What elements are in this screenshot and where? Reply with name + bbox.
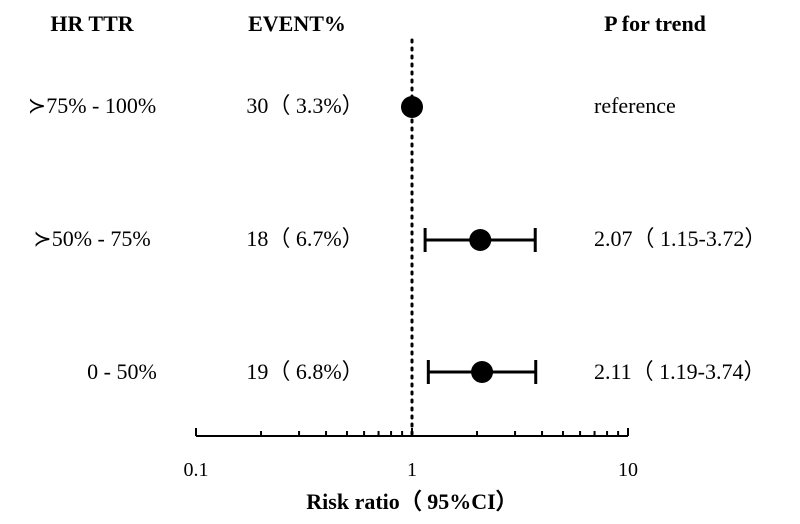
row-group-label: ≻50% - 75%: [33, 226, 150, 251]
header-p-for-trend: P for trend: [604, 11, 706, 36]
point-estimate: [471, 361, 494, 383]
header-group: HR TTR: [50, 11, 134, 36]
row-result-label: 2.07（ 1.15-3.72）: [594, 226, 766, 251]
row-group-label: ≻75% - 100%: [28, 93, 156, 118]
x-tick-label: 10: [618, 459, 638, 481]
point-estimate: [469, 229, 492, 251]
row-event-label: 19（ 6.8%）: [246, 359, 363, 384]
row-event-label: 18（ 6.7%）: [246, 226, 363, 251]
x-axis-title: Risk ratio（ 95%CI）: [306, 489, 517, 514]
row-result-label: reference: [594, 93, 676, 118]
point-estimate: [401, 96, 423, 118]
row-event-label: 30（ 3.3%）: [246, 93, 363, 118]
x-axis: [195, 428, 629, 437]
header-event: EVENT%: [248, 11, 346, 36]
x-tick-label: 0.1: [184, 459, 209, 481]
x-tick-label: 1: [407, 459, 417, 481]
row-result-label: 2.11（ 1.19-3.74）: [594, 359, 766, 384]
row-group-label: 0 - 50%: [87, 359, 157, 384]
plot-marks: [401, 38, 538, 438]
